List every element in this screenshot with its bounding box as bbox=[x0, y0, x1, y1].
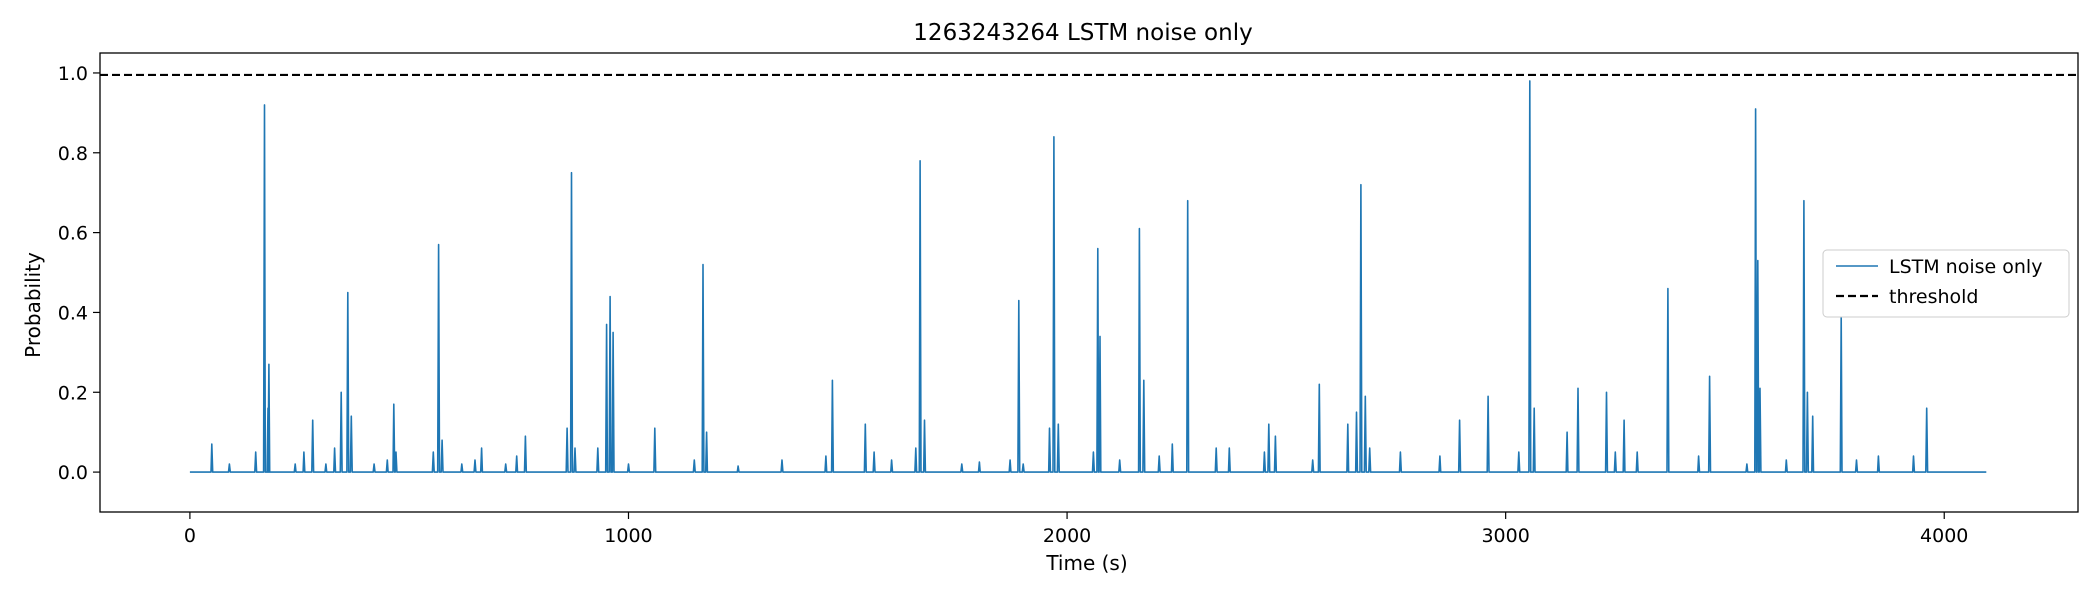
series-line-lstm-noise-only bbox=[189, 80, 1987, 473]
chart-title: 1263243264 LSTM noise only bbox=[913, 20, 1252, 46]
x-axis-label: Time (s) bbox=[1045, 551, 1127, 575]
x-tick-label: 1000 bbox=[604, 525, 652, 547]
y-tick-label: 0.6 bbox=[58, 223, 88, 245]
plot-frame bbox=[99, 52, 2079, 513]
y-tick-label: 0.8 bbox=[58, 143, 88, 165]
x-tick-label: 3000 bbox=[1481, 525, 1529, 547]
y-tick-label: 1.0 bbox=[58, 63, 88, 85]
y-tick-label: 0.0 bbox=[58, 462, 88, 484]
legend-label-lstm: LSTM noise only bbox=[1889, 256, 2042, 278]
y-tick-label: 0.2 bbox=[58, 382, 88, 404]
legend-box bbox=[1822, 249, 2070, 318]
legend-label-threshold: threshold bbox=[1889, 286, 1978, 308]
y-tick-label: 0.4 bbox=[58, 302, 88, 324]
plot-area bbox=[100, 73, 2078, 473]
y-axis-label: Probability bbox=[21, 252, 45, 358]
axis-ticks: 0 1000 2000 3000 4000 0.0 0.2 0.4 0.6 0.8 1.0 bbox=[58, 63, 1969, 547]
x-tick-label: 4000 bbox=[1920, 525, 1968, 547]
legend: LSTM noise only threshold bbox=[1822, 249, 2070, 318]
x-tick-label: 2000 bbox=[1043, 525, 1091, 547]
x-tick-label: 0 bbox=[184, 525, 196, 547]
